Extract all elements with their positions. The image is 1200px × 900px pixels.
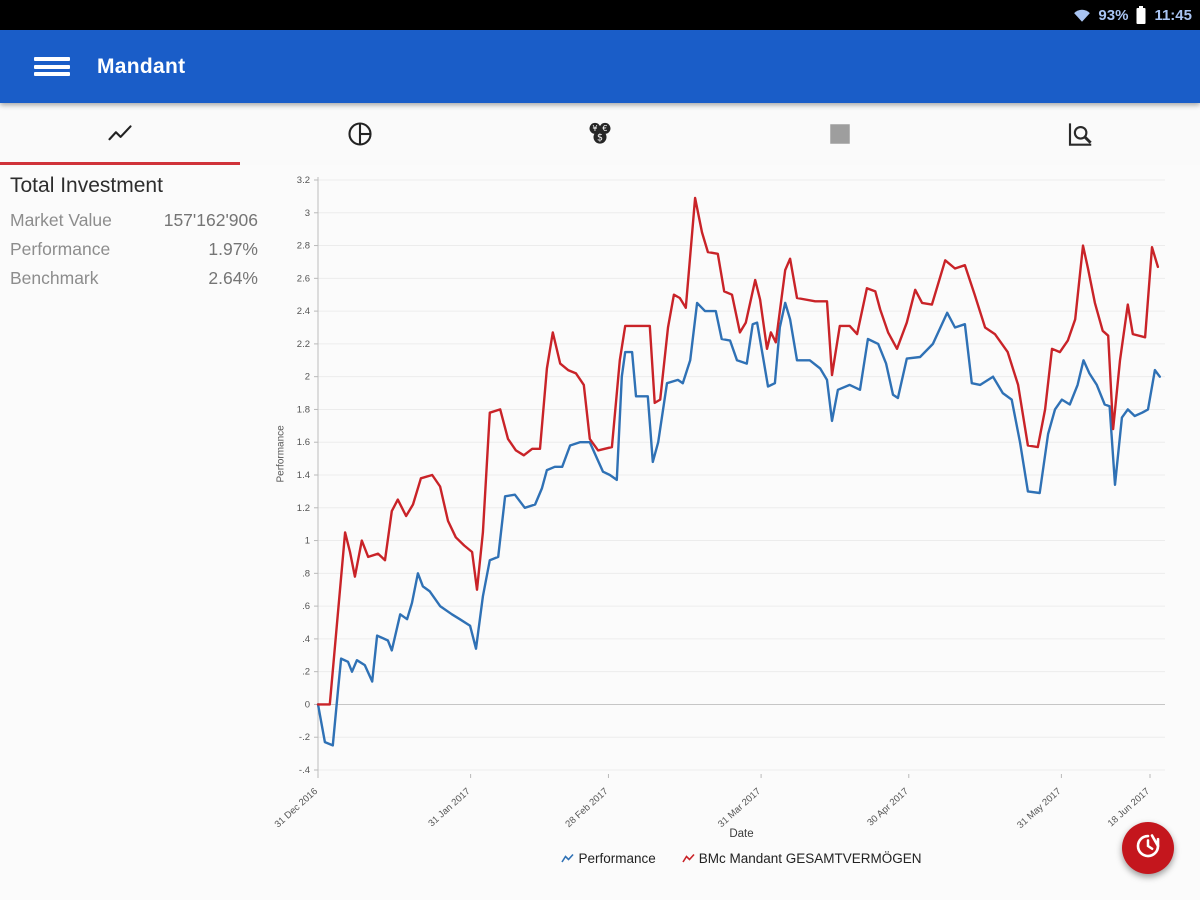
svg-text:31 Mar 2017: 31 Mar 2017 <box>716 786 763 830</box>
chart-search-icon <box>1065 119 1095 149</box>
svg-text:2.8: 2.8 <box>297 241 310 252</box>
svg-text:31 Jan 2017: 31 Jan 2017 <box>426 786 472 829</box>
trending-up-icon <box>106 120 134 148</box>
tab-allocation[interactable] <box>240 103 480 165</box>
svg-text:.2: .2 <box>302 667 310 678</box>
svg-text:-.2: -.2 <box>299 732 310 743</box>
svg-text:.6: .6 <box>302 601 310 612</box>
pie-chart-icon <box>346 120 374 148</box>
summary-value: 2.64% <box>208 268 258 288</box>
svg-text:31 May 2017: 31 May 2017 <box>1015 786 1063 831</box>
svg-text:1.2: 1.2 <box>297 503 310 514</box>
page-title: Mandant <box>97 54 186 78</box>
main-content: Total Investment Market Value 157'162'90… <box>0 165 1200 900</box>
summary-value: 157'162'906 <box>163 210 258 230</box>
svg-text:¥: ¥ <box>592 123 597 133</box>
legend-item: Performance <box>561 851 656 866</box>
x-axis-title: Date <box>729 828 754 840</box>
svg-text:$: $ <box>597 133 603 144</box>
summary-label: Market Value <box>10 210 112 230</box>
svg-text:1: 1 <box>305 536 310 547</box>
svg-text:1.6: 1.6 <box>297 437 310 448</box>
legend-line-icon <box>561 853 575 863</box>
history-fab-button[interactable] <box>1122 822 1174 874</box>
app-bar: Mandant <box>0 30 1200 103</box>
svg-text:2.6: 2.6 <box>297 273 310 284</box>
summary-label: Performance <box>10 239 111 259</box>
status-bar: 93% 11:45 <box>0 0 1200 30</box>
wifi-icon <box>1073 7 1091 23</box>
tab-money[interactable]: ¥ € $ <box>480 103 720 165</box>
square-icon <box>827 121 853 147</box>
performance-line-chart[interactable]: 3.232.82.62.42.221.81.61.41.21.8.6.4.20-… <box>0 165 1200 900</box>
legend-item: BMc Mandant GESAMTVERMÖGEN <box>682 851 922 866</box>
summary-row-performance: Performance 1.97% <box>10 235 258 264</box>
summary-row-market-value: Market Value 157'162'906 <box>10 206 258 235</box>
summary-row-benchmark: Benchmark 2.64% <box>10 264 258 293</box>
summary-value: 1.97% <box>208 239 258 259</box>
svg-text:30 Apr 2017: 30 Apr 2017 <box>865 786 910 828</box>
clock-time: 11:45 <box>1154 6 1192 24</box>
tab-positions[interactable] <box>720 103 960 165</box>
tab-bar: ¥ € $ <box>0 103 1200 165</box>
coins-icon: ¥ € $ <box>585 119 615 149</box>
svg-text:3.2: 3.2 <box>297 175 310 186</box>
y-axis-title: Performance <box>275 425 287 483</box>
svg-text:3: 3 <box>305 208 310 219</box>
svg-text:.4: .4 <box>302 634 310 645</box>
tab-chart[interactable] <box>0 103 240 165</box>
chart-legend: Performance BMc Mandant GESAMTVERMÖGEN <box>318 851 1165 866</box>
svg-text:1.8: 1.8 <box>297 404 310 415</box>
svg-text:2.2: 2.2 <box>297 339 310 350</box>
svg-text:31 Dec 2016: 31 Dec 2016 <box>273 786 320 830</box>
svg-text:0: 0 <box>305 699 310 710</box>
svg-text:2.4: 2.4 <box>297 306 310 317</box>
summary-label: Benchmark <box>10 268 99 288</box>
battery-percent: 93% <box>1098 6 1129 24</box>
history-clock-icon <box>1133 831 1163 866</box>
menu-icon[interactable] <box>34 53 70 80</box>
svg-text:2: 2 <box>305 372 310 383</box>
svg-text:€: € <box>602 123 607 133</box>
total-investment-panel: Total Investment Market Value 157'162'90… <box>10 174 258 293</box>
svg-text:1.4: 1.4 <box>297 470 310 481</box>
svg-text:28 Feb 2017: 28 Feb 2017 <box>563 786 610 830</box>
svg-text:.8: .8 <box>302 568 310 579</box>
summary-title: Total Investment <box>10 174 163 197</box>
svg-text:-.4: -.4 <box>299 765 310 776</box>
legend-line-icon <box>682 853 695 863</box>
battery-icon <box>1135 5 1147 25</box>
tab-analysis[interactable] <box>960 103 1200 165</box>
